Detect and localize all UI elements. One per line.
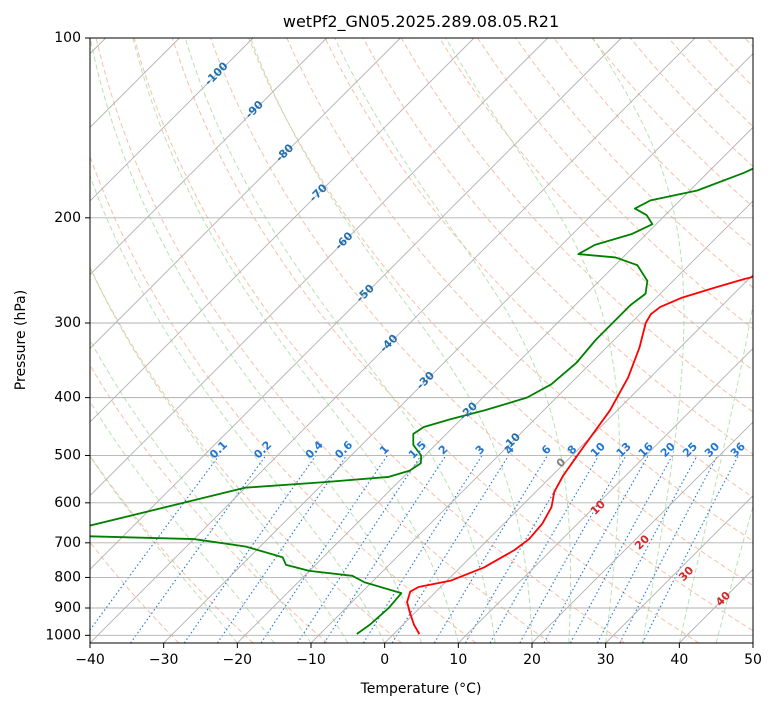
- skewed-isotherm: [90, 38, 548, 497]
- dry-adiabat: [133, 38, 625, 643]
- temperature-profile: [406, 275, 753, 635]
- mixing-ratio-line: [464, 455, 577, 643]
- y-tick-label: 900: [54, 600, 81, 616]
- y-tick-label: 400: [54, 390, 81, 406]
- dry-adiabat: [90, 454, 254, 643]
- x-axis-label: Temperature (°C): [360, 681, 482, 697]
- x-tick-label: 0: [380, 652, 389, 668]
- mixing-ratio-line: [519, 455, 627, 643]
- skewed-isotherm: [90, 38, 401, 349]
- skewed-isotherm: [531, 421, 753, 643]
- x-tick-label: −20: [223, 652, 253, 668]
- axes: −40 −30 −20 −10 0 10 20 30 40 50 100 200 300 400 500 60…: [45, 30, 762, 668]
- dry-adiabat: [210, 38, 753, 632]
- skewed-isotherm: [90, 38, 327, 276]
- moist-adiabat: [184, 38, 496, 643]
- dry-adiabat: [90, 364, 328, 643]
- moist-adiabat: [678, 302, 753, 643]
- moist-adiabat: [592, 38, 685, 643]
- profile-lines: [90, 167, 753, 635]
- moist-adiabat: [132, 38, 459, 643]
- dry-adiabat: [95, 38, 551, 643]
- dry-adiabat: [324, 38, 753, 499]
- dry-adiabat: [400, 38, 753, 413]
- y-tick-label: 100: [54, 30, 81, 46]
- x-tick-label: −40: [75, 652, 105, 668]
- mixing-ratio-line: [323, 455, 447, 643]
- mixing-ratio-line: [130, 455, 267, 643]
- y-axis-label: Pressure (hPa): [13, 290, 29, 390]
- moist-adiabat: [90, 174, 386, 643]
- plot-frame: [89, 37, 754, 644]
- mixing-ratio-line: [297, 455, 422, 643]
- y-tick-label: 200: [54, 210, 81, 226]
- dry-adiabat: [286, 38, 753, 542]
- moist-adiabat: [715, 504, 753, 643]
- mixing-ratio-line: [596, 455, 698, 643]
- x-tick-label: 50: [744, 652, 762, 668]
- x-tick-label: 20: [523, 652, 541, 668]
- skewed-isotherm: [90, 38, 622, 570]
- dry-adiabat: [171, 38, 700, 643]
- dry-adiabat: [90, 154, 477, 643]
- skewed-isotherm: [163, 53, 753, 643]
- y-tick-label: 600: [54, 495, 81, 511]
- y-tick-label: 700: [54, 535, 81, 551]
- dry-adiabat: [90, 541, 180, 643]
- mixing-ratio-line: [433, 455, 548, 643]
- skewed-isotherm: [458, 347, 753, 643]
- x-tick-label: 10: [449, 652, 467, 668]
- x-tick-label: 40: [670, 652, 688, 668]
- mixing-ratio-line: [183, 455, 317, 643]
- chart-title: wetPf2_GN05.2025.289.08.05.R21: [283, 12, 559, 32]
- moist-adiabat: [90, 38, 422, 643]
- x-tick-label: 30: [597, 652, 615, 668]
- skewed-isotherm: [90, 38, 475, 423]
- dry-adiabat: [515, 38, 753, 289]
- x-tick-label: −30: [149, 652, 179, 668]
- moist-adiabat: [445, 38, 621, 643]
- y-tick-label: 1000: [45, 627, 81, 643]
- moist-adiabat: [334, 38, 572, 643]
- y-tick-label: 500: [54, 448, 81, 464]
- pressure-gridlines: [90, 38, 753, 636]
- y-tick-label: 300: [54, 315, 81, 331]
- mixing-ratio-line: [216, 455, 348, 643]
- moist-adiabat: [90, 266, 349, 643]
- mixing-ratio-line: [569, 455, 673, 643]
- mixing-ratio-line: [260, 455, 388, 643]
- skewed-isotherm: [237, 126, 753, 643]
- moist-adiabat: [90, 455, 238, 643]
- skewed-isotherm: [90, 38, 254, 202]
- x-tick-label: −10: [296, 652, 326, 668]
- mixing-ratio-line: [489, 455, 600, 643]
- dry-adiabat: [248, 38, 753, 587]
- skewed-isotherm: [384, 274, 753, 643]
- skewed-isotherm: [605, 495, 753, 643]
- background-lines: [90, 38, 753, 643]
- dry-adiabat: [439, 38, 753, 371]
- moist-adiabat: [250, 38, 533, 643]
- dewpoint-profile: [90, 167, 753, 635]
- skewed-isotherm: [90, 38, 696, 643]
- dry-adiabat: [362, 38, 753, 456]
- dry-adiabat: [90, 266, 403, 643]
- mixing-ratio-line: [90, 455, 220, 631]
- y-tick-label: 800: [54, 569, 81, 585]
- skewed-isotherm: [310, 200, 753, 643]
